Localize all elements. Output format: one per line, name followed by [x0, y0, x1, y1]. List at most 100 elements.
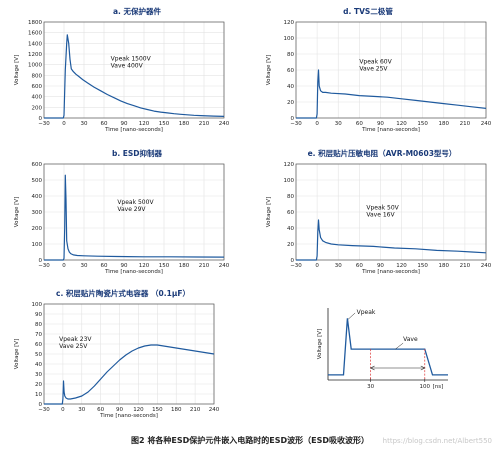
y-tick-label: 0: [39, 116, 43, 122]
y-tick-label: 1200: [28, 52, 42, 58]
y-tick-label: 120: [284, 20, 295, 26]
y-tick-label: 50: [35, 352, 42, 358]
x-tick-label: 120: [133, 407, 144, 413]
x-tick-label: 60: [101, 121, 108, 127]
y-tick-label: 80: [287, 52, 294, 58]
y-tick-label: 200: [32, 105, 43, 111]
x-tick-label: 240: [481, 263, 492, 269]
plot-frame: [295, 21, 487, 119]
annotation-label: Vave: [403, 336, 418, 343]
y-tick-label: 1800: [28, 20, 42, 26]
y-tick-label: 60: [287, 210, 294, 216]
x-tick-label: 90: [121, 263, 128, 269]
y-tick-label: 80: [287, 194, 294, 200]
leader-line: [347, 312, 356, 320]
y-axis-label: Voltage [V]: [14, 197, 20, 227]
figure-caption: 图2 将各种ESD保护元件嵌入电路时的ESD波形（ESD吸收波形）: [131, 435, 369, 445]
arrow-head: [420, 365, 426, 371]
x-tick-label: 30: [335, 263, 342, 269]
x-tick-label: 90: [377, 263, 384, 269]
annotation-label: Vave 25V: [359, 66, 388, 73]
y-tick-label: 200: [32, 226, 43, 232]
x-axis-label: Time [nano-seconds]: [361, 127, 420, 133]
x-tick-label: 210: [460, 121, 471, 127]
x-tick-label: 240: [219, 121, 230, 127]
x-tick-label: 60: [356, 263, 363, 269]
watermark: https://blog.csdn.net/Albert550: [383, 437, 492, 445]
annotation-label: Vpeak 23V: [59, 336, 92, 343]
x-tick-label: 180: [179, 263, 190, 269]
x-axis-label: Time [nano-seconds]: [104, 269, 163, 275]
x-tick-label: 150: [159, 121, 170, 127]
x-tick-label: 120: [139, 263, 150, 269]
y-tick-label: 400: [32, 95, 43, 101]
series-line: [44, 34, 225, 119]
panel-e-title: e. 积层贴片压敏电阻（AVR-M0603型号）: [308, 148, 457, 158]
x-tick-label: 180: [171, 407, 182, 413]
y-tick-label: 120: [284, 162, 295, 168]
y-tick-label: 100: [32, 302, 43, 308]
y-tick-label: 70: [35, 332, 42, 338]
y-tick-label: 400: [32, 194, 43, 200]
y-tick-label: 600: [32, 84, 43, 90]
plot-frame: [295, 163, 487, 261]
x-tick-label: 0: [315, 121, 319, 127]
y-tick-label: 90: [35, 312, 42, 318]
y-tick-label: 20: [35, 382, 42, 388]
x-tick-label: 210: [199, 263, 210, 269]
x-tick-label: 120: [396, 263, 407, 269]
x-tick-label: 90: [116, 407, 123, 413]
y-axis-label: Voltage [V]: [266, 55, 272, 85]
y-tick-label: 600: [32, 162, 43, 168]
x-tick-label: 210: [199, 121, 210, 127]
annotation-label: Vpeak: [357, 309, 376, 316]
x-tick-label: 150: [152, 407, 163, 413]
y-axis-label: Voltage [V]: [266, 197, 272, 227]
x-axis-label: Time [nano-seconds]: [99, 413, 158, 419]
x-tick-label: 0: [61, 407, 65, 413]
y-axis-label: Voltage [V]: [317, 329, 323, 359]
x-tick-label: 150: [159, 263, 170, 269]
x-tick-label: 150: [417, 121, 428, 127]
y-axis-label: Voltage [V]: [14, 339, 20, 369]
panel-d-title: d. TVS二极管: [343, 6, 393, 16]
annotation-label: Vave 25V: [59, 343, 88, 350]
x-tick-label: 0: [62, 121, 66, 127]
x-tick-label: 0: [62, 263, 66, 269]
y-tick-label: 0: [39, 402, 43, 408]
x-tick-label: 30: [335, 121, 342, 127]
y-tick-label: 1600: [28, 31, 42, 37]
y-tick-label: 0: [291, 258, 295, 264]
y-tick-label: 20: [287, 242, 294, 248]
x-tick-label: −30: [290, 263, 302, 269]
series-line: [44, 344, 215, 405]
x-axis-label: Time [nano-seconds]: [361, 269, 420, 275]
plot-frame: [43, 21, 225, 119]
panel-c-title: c. 积层贴片陶瓷片式电容器 （0.1μF）: [56, 288, 190, 298]
y-tick-label: 40: [287, 84, 294, 90]
series-line: [44, 174, 225, 261]
annotation-label: Vpeak 500V: [117, 199, 154, 206]
y-tick-label: 1400: [28, 41, 42, 47]
series-line: [296, 219, 487, 261]
y-tick-label: 60: [35, 342, 42, 348]
panel-a-title: a. 无保护器件: [113, 6, 162, 16]
x-tick-label: 180: [439, 121, 450, 127]
y-axis-label: Voltage [V]: [14, 55, 20, 85]
x-tick-label: 240: [209, 407, 220, 413]
x-tick-label: −30: [38, 407, 50, 413]
x-tick-label: 60: [101, 263, 108, 269]
y-tick-label: 20: [287, 100, 294, 106]
y-tick-label: 60: [287, 68, 294, 74]
annotation-label: Vave 400V: [111, 62, 144, 69]
leader-line: [395, 342, 404, 350]
x-tick-label: 180: [439, 263, 450, 269]
y-tick-label: 0: [291, 116, 295, 122]
series-line: [328, 318, 448, 376]
annotation-label: Vpeak 50V: [366, 205, 399, 212]
y-tick-label: 10: [35, 392, 42, 398]
